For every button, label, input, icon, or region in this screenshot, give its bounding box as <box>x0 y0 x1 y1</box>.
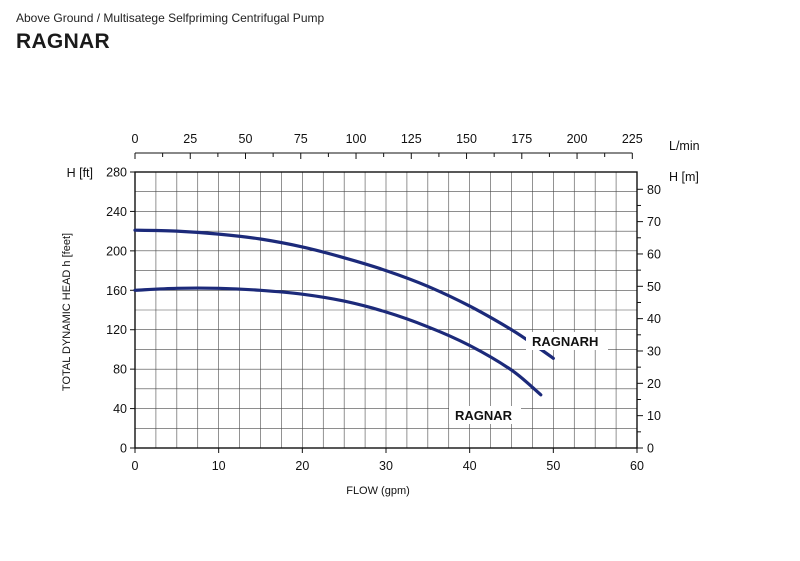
curves <box>133 228 555 397</box>
x-tick-label: 40 <box>463 459 477 473</box>
right-tick-label: 40 <box>647 312 661 326</box>
x-axis-title: FLOW (gpm) <box>346 485 410 497</box>
top-tick-label: 175 <box>511 132 532 146</box>
grid <box>134 171 638 449</box>
labels: RAGNARH RAGNAR <box>449 332 608 424</box>
page-title: RAGNAR <box>16 30 110 53</box>
top-tick-label: 125 <box>401 132 422 146</box>
top-tick-label: 200 <box>567 132 588 146</box>
series-label-bg <box>526 332 608 350</box>
series-label-bg <box>449 406 521 424</box>
series-label-ragnar: RAGNAR <box>455 408 513 423</box>
x-tick-label: 20 <box>295 459 309 473</box>
top-tick-label: 25 <box>183 132 197 146</box>
right-tick-label: 10 <box>647 409 661 423</box>
x-tick-label: 50 <box>546 459 560 473</box>
top-tick-label: 225 <box>622 132 643 146</box>
x-tick-label: 30 <box>379 459 393 473</box>
y-tick-label: 120 <box>106 323 127 337</box>
x-tick-label: 0 <box>132 459 139 473</box>
top-tick-label: 75 <box>294 132 308 146</box>
right-tick-label: 70 <box>647 215 661 229</box>
top-tick-label: 0 <box>132 132 139 146</box>
top-tick-label: 100 <box>346 132 367 146</box>
x-tick-label: 10 <box>212 459 226 473</box>
x-tick-label: 60 <box>630 459 644 473</box>
curve-ragnarh <box>133 228 555 360</box>
y-tick-label: 200 <box>106 244 127 258</box>
right-tick-label: 50 <box>647 280 661 294</box>
y-axis-title: TOTAL DYNAMIC HEAD h [feet] <box>61 233 73 391</box>
y-axis-unit: H [ft] <box>67 166 93 180</box>
right-tick-label: 0 <box>647 442 654 456</box>
y-tick-label: 80 <box>113 363 127 377</box>
y-tick-label: 280 <box>106 166 127 180</box>
series-label-ragnarh: RAGNARH <box>532 334 598 349</box>
y-tick-label: 0 <box>120 442 127 456</box>
right-tick-label: 60 <box>647 247 661 261</box>
y-tick-label: 40 <box>113 402 127 416</box>
top-tick-label: 150 <box>456 132 477 146</box>
right-tick-label: 20 <box>647 377 661 391</box>
y-tick-label: 160 <box>106 284 127 298</box>
curve-ragnar <box>133 286 543 397</box>
right-tick-label: 80 <box>647 183 661 197</box>
top-tick-label: 50 <box>239 132 253 146</box>
page-subtitle: Above Ground / Multisatege Selfpriming C… <box>16 11 325 25</box>
right-axis-unit: H [m] <box>669 170 699 184</box>
y-tick-label: 240 <box>106 205 127 219</box>
right-tick-label: 30 <box>647 344 661 358</box>
top-axis-unit: L/min <box>669 139 700 153</box>
